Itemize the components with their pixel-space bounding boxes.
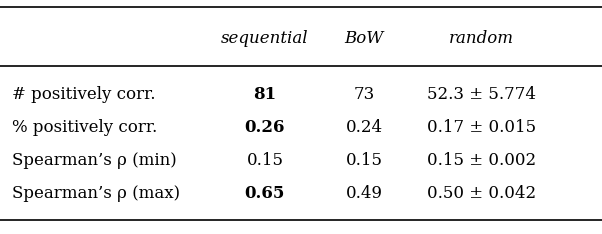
Text: 52.3 ± 5.774: 52.3 ± 5.774 xyxy=(427,86,536,103)
Text: 0.15: 0.15 xyxy=(346,152,383,169)
Text: % positively corr.: % positively corr. xyxy=(12,119,157,136)
Text: Spearman’s ρ (max): Spearman’s ρ (max) xyxy=(12,185,180,201)
Text: # positively corr.: # positively corr. xyxy=(12,86,155,103)
Text: sequential: sequential xyxy=(221,30,309,47)
Text: 0.65: 0.65 xyxy=(244,185,285,201)
Text: 81: 81 xyxy=(253,86,276,103)
Text: 0.17 ± 0.015: 0.17 ± 0.015 xyxy=(427,119,536,136)
Text: BoW: BoW xyxy=(344,30,384,47)
Text: 73: 73 xyxy=(353,86,375,103)
Text: 0.50 ± 0.042: 0.50 ± 0.042 xyxy=(427,185,536,201)
Text: 0.49: 0.49 xyxy=(346,185,383,201)
Text: Spearman’s ρ (min): Spearman’s ρ (min) xyxy=(12,152,177,169)
Text: random: random xyxy=(449,30,514,47)
Text: 0.15: 0.15 xyxy=(246,152,284,169)
Text: 0.15 ± 0.002: 0.15 ± 0.002 xyxy=(427,152,536,169)
Text: 0.24: 0.24 xyxy=(346,119,383,136)
Text: 0.26: 0.26 xyxy=(244,119,285,136)
